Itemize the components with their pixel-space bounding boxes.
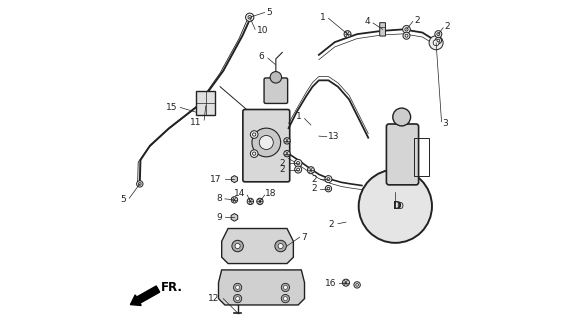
Text: 2: 2	[445, 22, 451, 31]
Text: D: D	[396, 202, 403, 211]
Circle shape	[246, 13, 254, 21]
Text: 7: 7	[301, 233, 307, 242]
Text: 11: 11	[189, 118, 201, 127]
Polygon shape	[231, 176, 238, 183]
FancyBboxPatch shape	[243, 109, 290, 182]
Circle shape	[278, 244, 283, 249]
Circle shape	[437, 33, 440, 36]
Circle shape	[253, 152, 256, 155]
Text: 9: 9	[216, 213, 222, 222]
Circle shape	[297, 168, 300, 171]
FancyBboxPatch shape	[196, 91, 215, 115]
Circle shape	[359, 170, 432, 243]
Circle shape	[403, 32, 410, 39]
Circle shape	[325, 186, 332, 192]
Circle shape	[284, 297, 288, 300]
Circle shape	[405, 28, 408, 31]
Circle shape	[327, 187, 329, 190]
FancyArrow shape	[130, 286, 160, 306]
Circle shape	[402, 26, 410, 33]
Circle shape	[325, 176, 332, 183]
Text: 2: 2	[328, 220, 334, 229]
Text: 17: 17	[210, 175, 222, 184]
Circle shape	[344, 31, 351, 38]
Circle shape	[252, 128, 281, 157]
Text: FR.: FR.	[161, 281, 183, 294]
Text: 2: 2	[312, 175, 317, 184]
Circle shape	[138, 182, 141, 185]
Circle shape	[343, 279, 350, 286]
Text: 2: 2	[280, 159, 285, 168]
Circle shape	[356, 284, 358, 286]
Text: 14: 14	[234, 189, 245, 198]
Circle shape	[231, 197, 238, 203]
Circle shape	[433, 40, 439, 46]
Text: 1: 1	[296, 112, 301, 121]
Text: 16: 16	[325, 279, 336, 288]
Text: 1: 1	[320, 13, 325, 22]
Circle shape	[281, 283, 289, 292]
Circle shape	[250, 150, 258, 157]
Circle shape	[248, 16, 251, 19]
Circle shape	[435, 31, 442, 38]
Circle shape	[270, 72, 282, 83]
Circle shape	[284, 285, 288, 289]
Circle shape	[250, 131, 258, 138]
Text: 3: 3	[443, 119, 448, 128]
Text: 5: 5	[121, 195, 126, 204]
Circle shape	[393, 108, 410, 126]
Circle shape	[247, 198, 254, 204]
Circle shape	[437, 39, 440, 42]
FancyBboxPatch shape	[386, 124, 418, 185]
Circle shape	[257, 198, 263, 204]
Text: 6: 6	[258, 52, 264, 61]
Text: 4: 4	[364, 17, 370, 26]
Text: 18: 18	[265, 189, 277, 198]
Circle shape	[235, 244, 240, 249]
Circle shape	[429, 36, 443, 50]
Circle shape	[297, 162, 300, 165]
Text: 10: 10	[257, 27, 268, 36]
Circle shape	[253, 133, 256, 136]
Circle shape	[308, 167, 315, 174]
Circle shape	[284, 138, 290, 144]
Polygon shape	[222, 228, 293, 264]
Circle shape	[354, 282, 360, 288]
Text: 12: 12	[208, 294, 219, 303]
Circle shape	[234, 283, 242, 292]
Circle shape	[281, 294, 289, 303]
Text: 5: 5	[266, 8, 272, 17]
Polygon shape	[219, 270, 305, 305]
Circle shape	[236, 297, 239, 300]
Circle shape	[294, 159, 302, 167]
Circle shape	[435, 37, 441, 44]
Polygon shape	[231, 213, 238, 221]
Circle shape	[284, 150, 290, 157]
Text: 2: 2	[312, 184, 317, 193]
FancyBboxPatch shape	[264, 78, 288, 103]
Text: 2: 2	[280, 165, 285, 174]
Text: 2: 2	[414, 16, 420, 25]
Circle shape	[275, 240, 286, 252]
Circle shape	[236, 285, 239, 289]
Text: 8: 8	[216, 194, 222, 204]
FancyBboxPatch shape	[380, 23, 386, 36]
Text: 13: 13	[328, 132, 340, 141]
Circle shape	[259, 135, 273, 149]
Circle shape	[294, 166, 302, 173]
Circle shape	[405, 34, 408, 37]
Text: 15: 15	[165, 103, 177, 112]
Circle shape	[137, 181, 143, 187]
Circle shape	[327, 178, 330, 180]
Circle shape	[234, 294, 242, 303]
Text: D: D	[393, 201, 402, 211]
Circle shape	[232, 240, 243, 252]
